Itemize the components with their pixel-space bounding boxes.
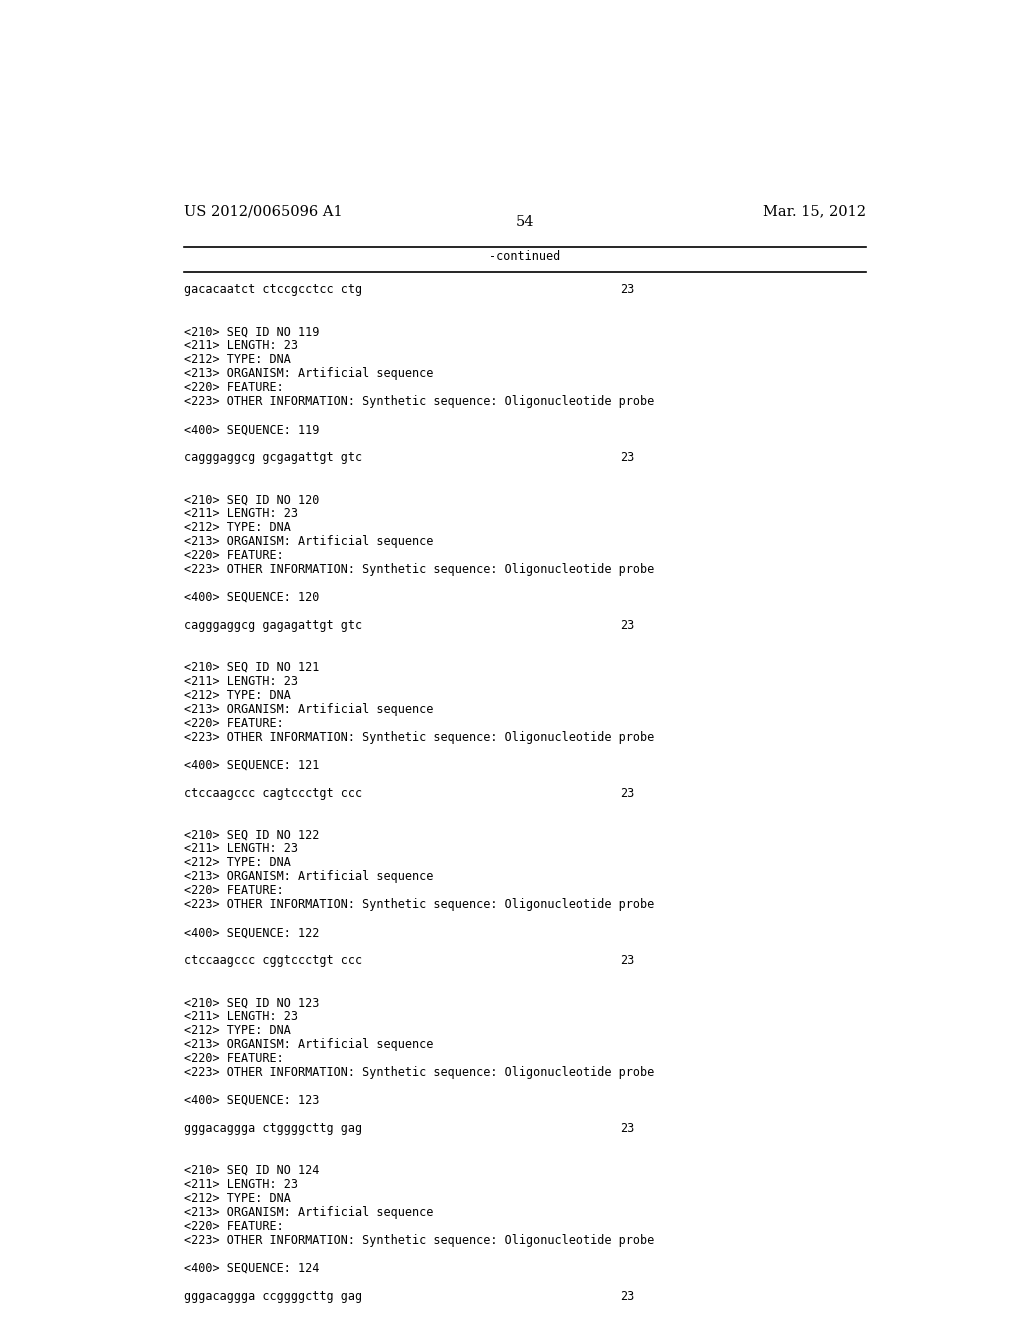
Text: <220> FEATURE:: <220> FEATURE:	[183, 1052, 284, 1065]
Text: 54: 54	[515, 215, 535, 230]
Text: <210> SEQ ID NO 122: <210> SEQ ID NO 122	[183, 829, 318, 841]
Text: <212> TYPE: DNA: <212> TYPE: DNA	[183, 354, 291, 366]
Text: ctccaagccc cggtccctgt ccc: ctccaagccc cggtccctgt ccc	[183, 954, 361, 968]
Text: <212> TYPE: DNA: <212> TYPE: DNA	[183, 1024, 291, 1038]
Text: <220> FEATURE:: <220> FEATURE:	[183, 1220, 284, 1233]
Text: <223> OTHER INFORMATION: Synthetic sequence: Oligonucleotide probe: <223> OTHER INFORMATION: Synthetic seque…	[183, 899, 653, 911]
Text: <211> LENGTH: 23: <211> LENGTH: 23	[183, 1010, 298, 1023]
Text: <212> TYPE: DNA: <212> TYPE: DNA	[183, 521, 291, 535]
Text: <212> TYPE: DNA: <212> TYPE: DNA	[183, 689, 291, 702]
Text: gggacaggga ctggggcttg gag: gggacaggga ctggggcttg gag	[183, 1122, 361, 1135]
Text: <213> ORGANISM: Artificial sequence: <213> ORGANISM: Artificial sequence	[183, 535, 433, 548]
Text: <212> TYPE: DNA: <212> TYPE: DNA	[183, 1192, 291, 1205]
Text: <400> SEQUENCE: 120: <400> SEQUENCE: 120	[183, 591, 318, 603]
Text: <400> SEQUENCE: 121: <400> SEQUENCE: 121	[183, 759, 318, 772]
Text: 23: 23	[620, 619, 634, 632]
Text: <211> LENGTH: 23: <211> LENGTH: 23	[183, 1177, 298, 1191]
Text: <213> ORGANISM: Artificial sequence: <213> ORGANISM: Artificial sequence	[183, 870, 433, 883]
Text: <210> SEQ ID NO 120: <210> SEQ ID NO 120	[183, 494, 318, 506]
Text: <223> OTHER INFORMATION: Synthetic sequence: Oligonucleotide probe: <223> OTHER INFORMATION: Synthetic seque…	[183, 1234, 653, 1247]
Text: <212> TYPE: DNA: <212> TYPE: DNA	[183, 857, 291, 870]
Text: 23: 23	[620, 1290, 634, 1303]
Text: 23: 23	[620, 451, 634, 465]
Text: <211> LENGTH: 23: <211> LENGTH: 23	[183, 507, 298, 520]
Text: <210> SEQ ID NO 123: <210> SEQ ID NO 123	[183, 997, 318, 1010]
Text: cagggaggcg gcgagattgt gtc: cagggaggcg gcgagattgt gtc	[183, 451, 361, 465]
Text: <213> ORGANISM: Artificial sequence: <213> ORGANISM: Artificial sequence	[183, 702, 433, 715]
Text: <223> OTHER INFORMATION: Synthetic sequence: Oligonucleotide probe: <223> OTHER INFORMATION: Synthetic seque…	[183, 731, 653, 743]
Text: <210> SEQ ID NO 119: <210> SEQ ID NO 119	[183, 325, 318, 338]
Text: <211> LENGTH: 23: <211> LENGTH: 23	[183, 675, 298, 688]
Text: 23: 23	[620, 787, 634, 800]
Text: <213> ORGANISM: Artificial sequence: <213> ORGANISM: Artificial sequence	[183, 1038, 433, 1051]
Text: <210> SEQ ID NO 121: <210> SEQ ID NO 121	[183, 661, 318, 673]
Text: gggacaggga ccggggcttg gag: gggacaggga ccggggcttg gag	[183, 1290, 361, 1303]
Text: <211> LENGTH: 23: <211> LENGTH: 23	[183, 842, 298, 855]
Text: <223> OTHER INFORMATION: Synthetic sequence: Oligonucleotide probe: <223> OTHER INFORMATION: Synthetic seque…	[183, 1067, 653, 1078]
Text: <220> FEATURE:: <220> FEATURE:	[183, 381, 284, 395]
Text: <400> SEQUENCE: 123: <400> SEQUENCE: 123	[183, 1094, 318, 1107]
Text: <211> LENGTH: 23: <211> LENGTH: 23	[183, 339, 298, 352]
Text: cagggaggcg gagagattgt gtc: cagggaggcg gagagattgt gtc	[183, 619, 361, 632]
Text: <213> ORGANISM: Artificial sequence: <213> ORGANISM: Artificial sequence	[183, 1205, 433, 1218]
Text: 23: 23	[620, 954, 634, 968]
Text: <223> OTHER INFORMATION: Synthetic sequence: Oligonucleotide probe: <223> OTHER INFORMATION: Synthetic seque…	[183, 562, 653, 576]
Text: <220> FEATURE:: <220> FEATURE:	[183, 884, 284, 898]
Text: <400> SEQUENCE: 124: <400> SEQUENCE: 124	[183, 1262, 318, 1275]
Text: <400> SEQUENCE: 119: <400> SEQUENCE: 119	[183, 424, 318, 436]
Text: Mar. 15, 2012: Mar. 15, 2012	[763, 205, 866, 218]
Text: <210> SEQ ID NO 124: <210> SEQ ID NO 124	[183, 1164, 318, 1177]
Text: US 2012/0065096 A1: US 2012/0065096 A1	[183, 205, 342, 218]
Text: ctccaagccc cagtccctgt ccc: ctccaagccc cagtccctgt ccc	[183, 787, 361, 800]
Text: <220> FEATURE:: <220> FEATURE:	[183, 549, 284, 562]
Text: <400> SEQUENCE: 122: <400> SEQUENCE: 122	[183, 927, 318, 940]
Text: 23: 23	[620, 1122, 634, 1135]
Text: -continued: -continued	[489, 249, 560, 263]
Text: <220> FEATURE:: <220> FEATURE:	[183, 717, 284, 730]
Text: 23: 23	[620, 284, 634, 297]
Text: <223> OTHER INFORMATION: Synthetic sequence: Oligonucleotide probe: <223> OTHER INFORMATION: Synthetic seque…	[183, 395, 653, 408]
Text: gacacaatct ctccgcctcc ctg: gacacaatct ctccgcctcc ctg	[183, 284, 361, 297]
Text: <213> ORGANISM: Artificial sequence: <213> ORGANISM: Artificial sequence	[183, 367, 433, 380]
